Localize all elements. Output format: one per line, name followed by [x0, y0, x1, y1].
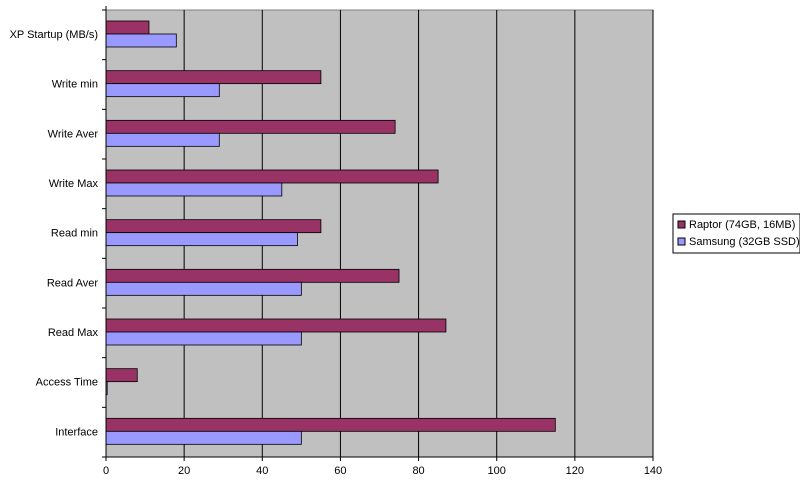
bar-raptor [105, 20, 150, 35]
x-tick-label: 20 [178, 465, 190, 477]
bar-raptor [105, 219, 322, 234]
bar-raptor [105, 318, 447, 333]
bar-samsung [105, 182, 283, 197]
category-label: Write Max [49, 178, 99, 190]
x-tick-label: 100 [488, 465, 506, 477]
bar-raptor [105, 368, 138, 383]
bar-raptor [105, 268, 400, 283]
category-label: Read Aver [47, 277, 99, 289]
bar-samsung [105, 281, 302, 296]
x-tick-label: 40 [256, 465, 268, 477]
x-tick-label: 140 [644, 465, 662, 477]
category-label: Write min [52, 79, 98, 91]
legend-swatch-samsung [677, 237, 686, 246]
bar-raptor [105, 417, 556, 432]
bar-samsung [105, 430, 302, 445]
x-axis-ticks: 0 20 40 60 80 100 120 140 [103, 457, 662, 477]
bar-raptor [105, 70, 322, 85]
bar-samsung [105, 232, 298, 247]
legend-label-samsung: Samsung (32GB SSD) [689, 236, 800, 248]
x-tick-label: 60 [334, 465, 346, 477]
category-label: XP Startup (MB/s) [10, 29, 98, 41]
category-label: Read Max [48, 327, 99, 339]
x-tick-label: 120 [566, 465, 584, 477]
bar-samsung [105, 83, 220, 98]
x-tick-label: 80 [412, 465, 424, 477]
bar-raptor [105, 169, 439, 184]
axes [102, 6, 653, 461]
bar-samsung [105, 331, 302, 346]
bar-samsung [105, 33, 177, 48]
category-label: Read min [51, 228, 98, 240]
bars [105, 20, 556, 445]
bar-samsung [105, 132, 220, 147]
y-axis-labels: XP Startup (MB/s) Write min Write Aver Writ… [10, 29, 99, 438]
legend-box [672, 213, 800, 254]
category-label: Write Aver [48, 128, 99, 140]
legend-label-raptor: Raptor (74GB, 16MB) [689, 219, 795, 231]
x-tick-label: 0 [103, 465, 109, 477]
category-label: Interface [55, 426, 98, 438]
category-label: Access Time [36, 377, 98, 389]
bar-raptor [105, 119, 396, 134]
legend-swatch-raptor [677, 220, 686, 229]
legend: Raptor (74GB, 16MB) Samsung (32GB SSD) [672, 213, 800, 254]
